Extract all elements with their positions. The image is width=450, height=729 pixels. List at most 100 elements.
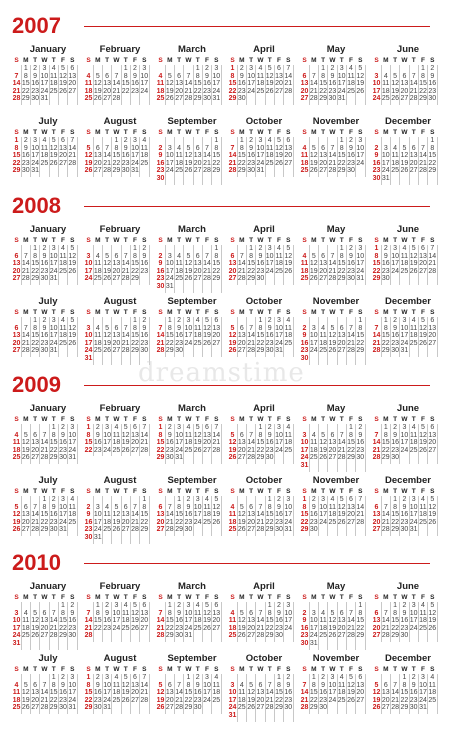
day-number: 10 <box>319 503 327 511</box>
day-number: 23 <box>165 446 174 454</box>
day-number: 29 <box>175 526 183 534</box>
day-number: 17 <box>356 152 365 160</box>
grid-line <box>58 674 59 714</box>
day-number: 7 <box>258 609 263 617</box>
day-number: 26 <box>21 454 30 462</box>
day-number: 1 <box>277 674 281 681</box>
day-number: 26 <box>275 159 283 167</box>
day-number: 21 <box>228 159 237 167</box>
weekday-header: T <box>51 309 56 316</box>
grid-line <box>346 137 347 177</box>
grid-line <box>39 65 41 105</box>
weekday-header: T <box>411 488 416 495</box>
day-number: 26 <box>372 704 381 712</box>
day-number: 27 <box>356 696 365 704</box>
day-number: 2 <box>239 65 244 72</box>
day-number: 1 <box>430 137 435 144</box>
day-number: 30 <box>300 640 309 647</box>
grid-line <box>192 496 194 536</box>
day-number: 24 <box>193 518 202 526</box>
weekday-header: M <box>383 488 389 495</box>
day-number: 20 <box>193 267 202 275</box>
day-number: 15 <box>165 617 174 625</box>
day-number: 5 <box>205 317 209 324</box>
day-number: 17 <box>131 152 139 160</box>
day-number: 9 <box>142 252 147 260</box>
day-number: 19 <box>203 617 211 625</box>
day-number: 20 <box>300 87 309 95</box>
grid-line <box>274 137 275 177</box>
grid-line <box>183 65 185 105</box>
day-number: 22 <box>175 518 183 526</box>
day-number: 31 <box>59 526 67 534</box>
day-number: 4 <box>349 65 353 72</box>
day-number: 28 <box>381 526 390 534</box>
grid-line <box>255 317 257 357</box>
day-number: 21 <box>40 446 49 454</box>
day-number: 9 <box>349 252 353 260</box>
day-number: 30 <box>319 704 327 712</box>
weekday-header: T <box>249 666 254 673</box>
day-number: 18 <box>265 152 274 160</box>
weekday-header: M <box>311 309 317 316</box>
day-number: 25 <box>265 159 274 167</box>
day-number: 21 <box>140 689 149 697</box>
weekday-header: M <box>383 309 389 316</box>
grid-line <box>164 674 166 714</box>
day-number: 3 <box>42 65 47 72</box>
day-number: 16 <box>49 511 58 519</box>
grid-line <box>58 496 59 536</box>
grid-line <box>283 496 285 536</box>
day-number: 24 <box>49 339 58 347</box>
day-number: 5 <box>311 252 316 260</box>
day-number: 16 <box>193 689 202 697</box>
day-number: 3 <box>302 431 307 439</box>
day-number: 11 <box>40 144 49 152</box>
grid-line <box>164 424 166 464</box>
day-number: 6 <box>239 324 244 332</box>
weekday-header: W <box>329 416 336 423</box>
day-number: 21 <box>256 624 265 632</box>
weekday-header: T <box>105 129 110 136</box>
day-number: 23 <box>237 87 246 95</box>
day-number: 31 <box>84 355 93 362</box>
day-number: 30 <box>381 275 390 283</box>
grid-line <box>30 137 32 177</box>
day-number: 17 <box>140 80 149 88</box>
day-number: 3 <box>86 252 91 260</box>
day-number: 21 <box>328 159 337 167</box>
grid-line <box>211 245 213 293</box>
day-number: 31 <box>40 95 49 103</box>
day-number: 31 <box>256 167 265 175</box>
weekday-header: S <box>374 488 379 495</box>
grid-line <box>355 245 357 285</box>
weekday-header: M <box>239 594 245 601</box>
day-number: 7 <box>205 252 209 260</box>
day-number: 24 <box>140 87 149 95</box>
weekday-header: W <box>113 237 120 244</box>
day-number: 11 <box>228 617 237 625</box>
grid-line <box>202 602 203 642</box>
weekday-header: M <box>239 237 245 244</box>
weekday-header: M <box>23 488 29 495</box>
weekday-header: S <box>430 666 435 673</box>
day-number: 11 <box>328 503 337 511</box>
grid-line <box>67 674 69 714</box>
day-number: 28 <box>328 167 337 175</box>
grid-line <box>308 245 310 285</box>
day-number: 24 <box>103 696 111 704</box>
day-number: 25 <box>68 518 77 526</box>
weekday-header: W <box>257 488 264 495</box>
day-number: 12 <box>428 609 437 617</box>
day-number: 7 <box>349 609 353 617</box>
day-number: 14 <box>300 689 309 697</box>
grid-line <box>436 137 438 185</box>
grid-line <box>283 65 285 105</box>
month-name: December <box>385 296 431 307</box>
day-number: 5 <box>402 144 407 152</box>
day-number: 27 <box>275 87 283 95</box>
weekday-header: T <box>411 237 416 244</box>
day-number: 17 <box>265 260 274 268</box>
day-number: 30 <box>265 347 274 355</box>
day-number: 29 <box>265 526 274 534</box>
